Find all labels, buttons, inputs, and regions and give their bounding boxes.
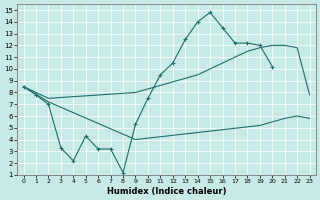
X-axis label: Humidex (Indice chaleur): Humidex (Indice chaleur) xyxy=(107,187,226,196)
